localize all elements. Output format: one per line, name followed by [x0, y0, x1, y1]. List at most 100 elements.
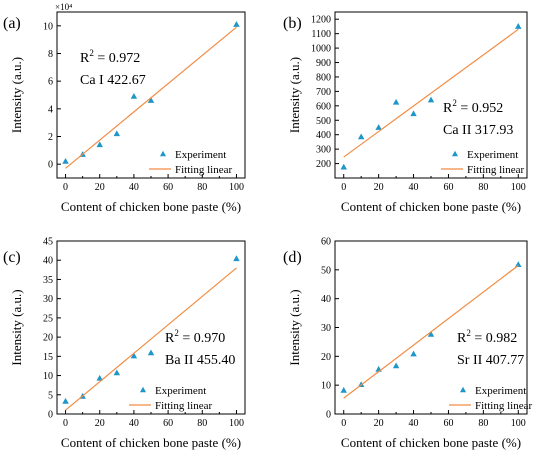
x-axis-title: Content of chicken bone paste (%) [61, 199, 241, 214]
x-tick-label: 0 [341, 418, 346, 429]
r2-annotation: R2 = 0.952 [443, 98, 503, 116]
y-axis-title: Intensity (a.u.) [287, 57, 302, 133]
y-axis-title: Intensity (a.u.) [9, 289, 24, 365]
y-tick-label: 60 [321, 237, 331, 248]
y-tick-label: 1000 [311, 44, 331, 55]
y-tick-label: 5 [48, 390, 53, 401]
x-tick-label: 80 [197, 418, 207, 429]
x-tick-label: 100 [511, 418, 526, 429]
legend-label-experiment: Experiment [467, 149, 518, 161]
y-tick-label: 10 [321, 381, 331, 392]
x-tick-label: 80 [478, 418, 488, 429]
fit-line [343, 265, 519, 399]
data-point [410, 350, 417, 357]
x-tick-label: 100 [229, 418, 244, 429]
y-tick-label: 30 [321, 323, 331, 334]
legend-marker-experiment [159, 150, 167, 157]
x-tick-label: 80 [478, 182, 488, 193]
y-axis-title: Intensity (a.u.) [9, 57, 24, 133]
x-tick-label: 0 [63, 182, 68, 193]
chart-panel-1: 0 20 40 60 80 100 0 2 4 6 8 10 Content of chicken bo… [3, 2, 246, 214]
panel-label: (c) [3, 249, 21, 266]
data-point [340, 386, 347, 393]
legend-label-experiment: Experiment [155, 385, 206, 397]
r2-annotation: R2 = 0.982 [457, 328, 517, 346]
data-point [233, 255, 240, 262]
data-point [392, 362, 400, 369]
y-tick-label: 40 [43, 256, 53, 267]
y-tick-label: 20 [43, 333, 53, 344]
data-point [375, 365, 382, 372]
y-tick-label: 2 [48, 132, 53, 143]
y-tick-label: 10 [43, 371, 53, 382]
legend-label-fit: Fitting linear [475, 400, 532, 412]
emission-line-annotation: Ca I 422.67 [80, 73, 146, 88]
data-point [357, 133, 365, 140]
y-tick-label: 8 [48, 49, 53, 60]
legend-label-experiment: Experiment [175, 149, 226, 161]
legend-label-fit: Fitting linear [467, 164, 524, 176]
x-tick-label: 40 [409, 418, 419, 429]
legend-marker-experiment [459, 386, 467, 393]
x-tick-label: 0 [341, 182, 346, 193]
fit-line [65, 267, 237, 411]
x-tick-label: 40 [129, 418, 139, 429]
y-tick-label: 500 [316, 116, 331, 127]
data-point [233, 21, 240, 27]
emission-line-annotation: Ba II 455.40 [165, 353, 235, 368]
r2-annotation: R2 = 0.972 [80, 48, 140, 66]
plot-frame [56, 240, 246, 415]
legend-label-fit: Fitting linear [175, 164, 232, 176]
y-tick-label: 700 [316, 87, 331, 98]
y-tick-label: 1200 [311, 15, 331, 26]
legend-label-experiment: Experiment [475, 385, 526, 397]
data-point [410, 110, 417, 117]
fit-line [343, 28, 519, 158]
y-tick-label: 6 [48, 77, 53, 88]
x-tick-label: 60 [163, 182, 173, 193]
y-tick-label: 0 [326, 410, 331, 421]
x-axis-title: Content of chicken bone paste (%) [341, 199, 521, 214]
emission-line-annotation: Sr II 407.77 [457, 353, 524, 368]
x-tick-label: 100 [511, 182, 526, 193]
x-tick-label: 20 [95, 182, 105, 193]
chart-panel-4: 0 20 40 60 80 100 0 10 20 30 40 50 60 Content of chic… [283, 237, 532, 451]
x-tick-label: 20 [374, 182, 384, 193]
data-point [515, 261, 522, 268]
data-point [427, 331, 435, 337]
x-tick-label: 60 [443, 418, 453, 429]
y-tick-label: 600 [316, 101, 331, 112]
x-tick-label: 80 [197, 182, 207, 193]
data-point [62, 158, 69, 164]
y-tick-label: 800 [316, 72, 331, 83]
x-tick-label: 40 [129, 182, 139, 193]
y-tick-label: 25 [43, 313, 53, 324]
y-tick-label: 0 [48, 410, 53, 421]
legend-label-fit: Fitting linear [155, 400, 212, 412]
y-tick-label: 45 [43, 237, 53, 248]
y-tick-label: 15 [43, 352, 53, 363]
data-point [340, 163, 347, 170]
x-tick-label: 20 [95, 418, 105, 429]
y-tick-label: 10 [43, 21, 53, 32]
x-tick-label: 0 [63, 418, 68, 429]
panel-label: (b) [283, 15, 302, 32]
y-tick-label: 900 [316, 58, 331, 69]
y-tick-label: 20 [321, 352, 331, 363]
y-tick-label: 4 [48, 104, 53, 115]
y-tick-label: 40 [321, 294, 331, 305]
panel-label: (a) [3, 15, 21, 32]
y-tick-label: 400 [316, 130, 331, 141]
data-point [130, 352, 138, 359]
data-point [113, 369, 121, 376]
x-tick-label: 40 [409, 182, 419, 193]
x-axis-title: Content of chicken bone paste (%) [61, 435, 241, 450]
y-tick-label: 0 [48, 160, 53, 171]
y-tick-label: 35 [43, 275, 53, 286]
legend-marker-experiment [139, 386, 147, 393]
data-point [113, 130, 121, 137]
data-point [130, 92, 138, 99]
chart-panel-3: 0 20 40 60 80 100 0 5 10 15 20 25 30 35 40 45 Content of… [3, 237, 246, 450]
y-tick-label: 30 [43, 294, 53, 305]
data-point [375, 124, 382, 130]
